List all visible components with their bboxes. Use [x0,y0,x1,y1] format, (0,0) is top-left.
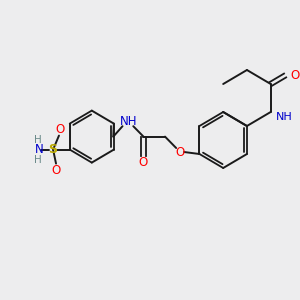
Text: O: O [55,123,64,136]
Text: H: H [34,154,41,165]
Text: O: O [176,146,185,158]
Text: O: O [290,69,299,82]
Text: O: O [139,156,148,169]
Text: O: O [51,164,61,177]
Text: NH: NH [276,112,292,122]
Text: S: S [49,143,58,156]
Text: N: N [35,143,44,156]
Text: NH: NH [120,115,137,128]
Text: H: H [34,135,41,145]
